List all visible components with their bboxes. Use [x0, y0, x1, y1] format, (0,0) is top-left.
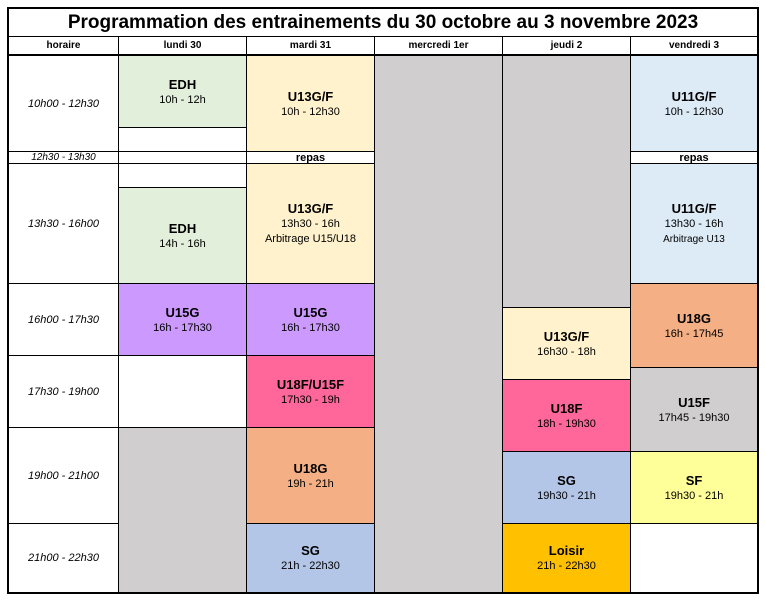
- session-extra: Arbitrage U13: [663, 234, 725, 245]
- session-time: 17h45 - 19h30: [658, 411, 730, 424]
- session-name: Loisir: [548, 543, 585, 558]
- empty-cell: [119, 356, 247, 428]
- session-edh: EDH 10h - 12h: [119, 56, 247, 128]
- session-u15g: U15G 16h - 17h30: [247, 284, 375, 356]
- session-loisir: Loisir 21h - 22h30: [503, 524, 631, 592]
- session-time: 10h - 12h30: [664, 105, 724, 118]
- session-u15f: U15F 17h45 - 19h30: [631, 368, 757, 452]
- repas-label: repas: [247, 152, 375, 164]
- repas-label: repas: [631, 152, 757, 164]
- session-time: 10h - 12h30: [281, 105, 340, 118]
- closed-cell: [119, 428, 247, 592]
- closed-cell: [503, 56, 631, 308]
- session-sg: SG 19h30 - 21h: [503, 452, 631, 524]
- session-name: U15G: [165, 304, 200, 320]
- empty-cell: [119, 128, 247, 152]
- schedule-sheet: Programmation des entrainements du 30 oc…: [7, 7, 759, 594]
- session-sg: SG 21h - 22h30: [247, 524, 375, 592]
- session-u15g: U15G 16h - 17h30: [119, 284, 247, 356]
- session-u11gf: U11G/F 13h30 - 16h Arbitrage U13: [631, 164, 757, 284]
- session-u18g: U18G 19h - 21h: [247, 428, 375, 524]
- session-u18g: U18G 16h - 17h45: [631, 284, 757, 368]
- session-time: 16h30 - 18h: [537, 345, 596, 358]
- header-lundi: lundi 30: [119, 37, 247, 56]
- empty-cell: [119, 152, 247, 164]
- header-vendredi: vendredi 3: [631, 37, 757, 56]
- session-name: U13G/F: [543, 328, 590, 344]
- session-name: SG: [557, 472, 576, 488]
- session-u18f-u15f: U18F/U15F 17h30 - 19h: [247, 356, 375, 428]
- session-sf: SF 19h30 - 21h: [631, 452, 757, 524]
- session-time: 14h - 16h: [159, 237, 206, 250]
- session-name: U18G: [293, 460, 328, 476]
- session-edh: EDH 14h - 16h: [119, 188, 247, 284]
- session-name: SF: [685, 472, 703, 488]
- session-time: 16h - 17h45: [664, 327, 724, 340]
- header-jeudi: jeudi 2: [503, 37, 631, 56]
- session-name: U13G/F: [287, 201, 334, 216]
- time-slot: 10h00 - 12h30: [9, 56, 119, 152]
- session-time: 10h - 12h: [159, 93, 206, 106]
- session-name: EDH: [168, 220, 197, 236]
- empty-cell: [631, 524, 757, 592]
- session-time: 19h30 - 21h: [664, 489, 724, 502]
- time-slot: 12h30 - 13h30: [9, 152, 119, 164]
- time-slot: 16h00 - 17h30: [9, 284, 119, 356]
- session-time: 13h30 - 16h: [281, 218, 340, 230]
- session-name: U18F/U15F: [276, 376, 345, 392]
- closed-cell: [375, 56, 503, 592]
- session-name: U15F: [678, 394, 710, 410]
- session-name: EDH: [168, 76, 197, 92]
- session-u13gf: U13G/F 13h30 - 16h Arbitrage U15/U18: [247, 164, 375, 284]
- session-u13gf: U13G/F 10h - 12h30: [247, 56, 375, 152]
- time-slot: 21h00 - 22h30: [9, 524, 119, 592]
- time-slot: 19h00 - 21h00: [9, 428, 119, 524]
- session-name: U18G: [677, 310, 711, 326]
- session-time: 19h30 - 21h: [537, 489, 596, 502]
- session-name: U11G/F: [671, 201, 717, 216]
- header-horaire: horaire: [9, 37, 119, 56]
- time-slot: 13h30 - 16h00: [9, 164, 119, 284]
- session-name: SG: [301, 543, 320, 558]
- session-name: U13G/F: [287, 88, 334, 104]
- time-slot: 17h30 - 19h00: [9, 356, 119, 428]
- session-time: 16h - 17h30: [281, 321, 340, 334]
- session-time: 21h - 22h30: [537, 560, 596, 572]
- session-u11gf: U11G/F 10h - 12h30: [631, 56, 757, 152]
- session-name: U18F: [550, 400, 583, 416]
- empty-cell: [119, 164, 247, 188]
- header-mardi: mardi 31: [247, 37, 375, 56]
- session-time: 16h - 17h30: [153, 321, 212, 334]
- session-time: 19h - 21h: [287, 477, 334, 490]
- session-u18f: U18F 18h - 19h30: [503, 380, 631, 452]
- session-u13gf: U13G/F 16h30 - 18h: [503, 308, 631, 380]
- session-time: 13h30 - 16h: [664, 218, 724, 230]
- session-name: U11G/F: [671, 88, 717, 104]
- header-mercredi: mercredi 1er: [375, 37, 503, 56]
- session-time: 17h30 - 19h: [281, 393, 340, 406]
- session-name: U15G: [293, 304, 328, 320]
- session-time: 21h - 22h30: [281, 560, 340, 572]
- page-title: Programmation des entrainements du 30 oc…: [9, 9, 757, 37]
- session-extra: Arbitrage U15/U18: [264, 233, 357, 245]
- session-time: 18h - 19h30: [537, 417, 596, 430]
